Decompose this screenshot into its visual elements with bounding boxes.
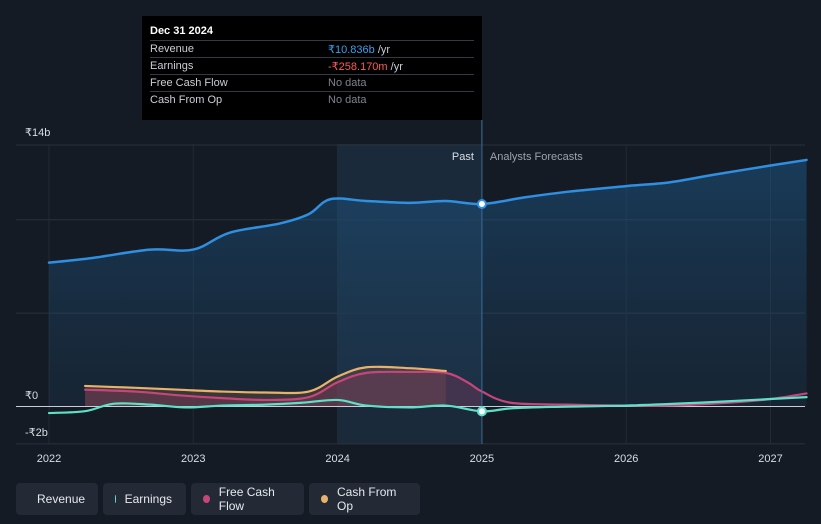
tooltip-label: Free Cash Flow (150, 77, 228, 89)
series-lines (47, 158, 808, 415)
tooltip-row-cash-from-op: Cash From Op No data (150, 91, 474, 109)
revenue-marker (476, 199, 487, 210)
legend-label: Cash From Op (337, 485, 397, 513)
y-tick-label-top: ₹14b (25, 127, 50, 139)
revenue-area (49, 159, 807, 407)
x-axis-ticks: 2022 2023 2024 2025 2026 2027 (37, 453, 783, 465)
tooltip-label: Cash From Op (150, 94, 223, 106)
legend-label: Earnings (124, 492, 172, 506)
series-line-revenue (47, 158, 808, 264)
x-tick-label: 2025 (470, 453, 494, 465)
series-line-free-cash-flow (83, 370, 808, 407)
tooltip-row-earnings: Earnings -₹258.170m /yr (150, 57, 474, 75)
tooltip-value: No data (328, 77, 367, 89)
series-line-cash-from-op (83, 365, 447, 395)
tooltip-value: No data (328, 94, 367, 106)
legend-item-cash-from-op[interactable]: Cash From Op (309, 483, 420, 515)
y-tick-label-zero: ₹0 (25, 390, 38, 402)
legend-dot-icon (203, 495, 210, 503)
series-areas (49, 159, 807, 407)
tooltip-row-free-cash-flow: Free Cash Flow No data (150, 74, 474, 92)
tooltip-date: Dec 31 2024 (150, 25, 213, 37)
free-cash-flow-area (85, 371, 482, 407)
earnings-marker (476, 406, 487, 417)
legend-item-revenue[interactable]: Revenue (16, 483, 98, 515)
tooltip: Dec 31 2024 Revenue ₹10.836b /yr Earning… (142, 16, 482, 120)
tooltip-row-revenue: Revenue ₹10.836b /yr (150, 40, 474, 58)
forecast-label: Analysts Forecasts (490, 151, 583, 163)
x-tick-label: 2022 (37, 453, 61, 465)
x-tick-label: 2024 (325, 453, 349, 465)
tooltip-label: Revenue (150, 43, 195, 55)
tooltip-label: Earnings (150, 60, 194, 72)
x-tick-label: 2027 (758, 453, 782, 465)
legend-dot-icon (321, 495, 329, 503)
tooltip-value: -₹258.170m /yr (328, 61, 403, 73)
series-line-earnings (47, 396, 808, 415)
past-label: Past (452, 151, 474, 163)
legend-label: Free Cash Flow (218, 485, 275, 513)
x-tick-label: 2023 (181, 453, 205, 465)
legend-item-free-cash-flow[interactable]: Free Cash Flow (191, 483, 304, 515)
tooltip-markers (476, 199, 487, 417)
y-tick-label-bottom: -₹2b (25, 427, 48, 439)
legend-label: Revenue (37, 492, 86, 506)
tooltip-value: ₹10.836b /yr (328, 44, 391, 56)
legend-dot-icon (115, 495, 116, 503)
legend-item-earnings[interactable]: Earnings (103, 483, 186, 515)
cash-from-op-area (85, 366, 446, 407)
x-tick-label: 2026 (614, 453, 638, 465)
